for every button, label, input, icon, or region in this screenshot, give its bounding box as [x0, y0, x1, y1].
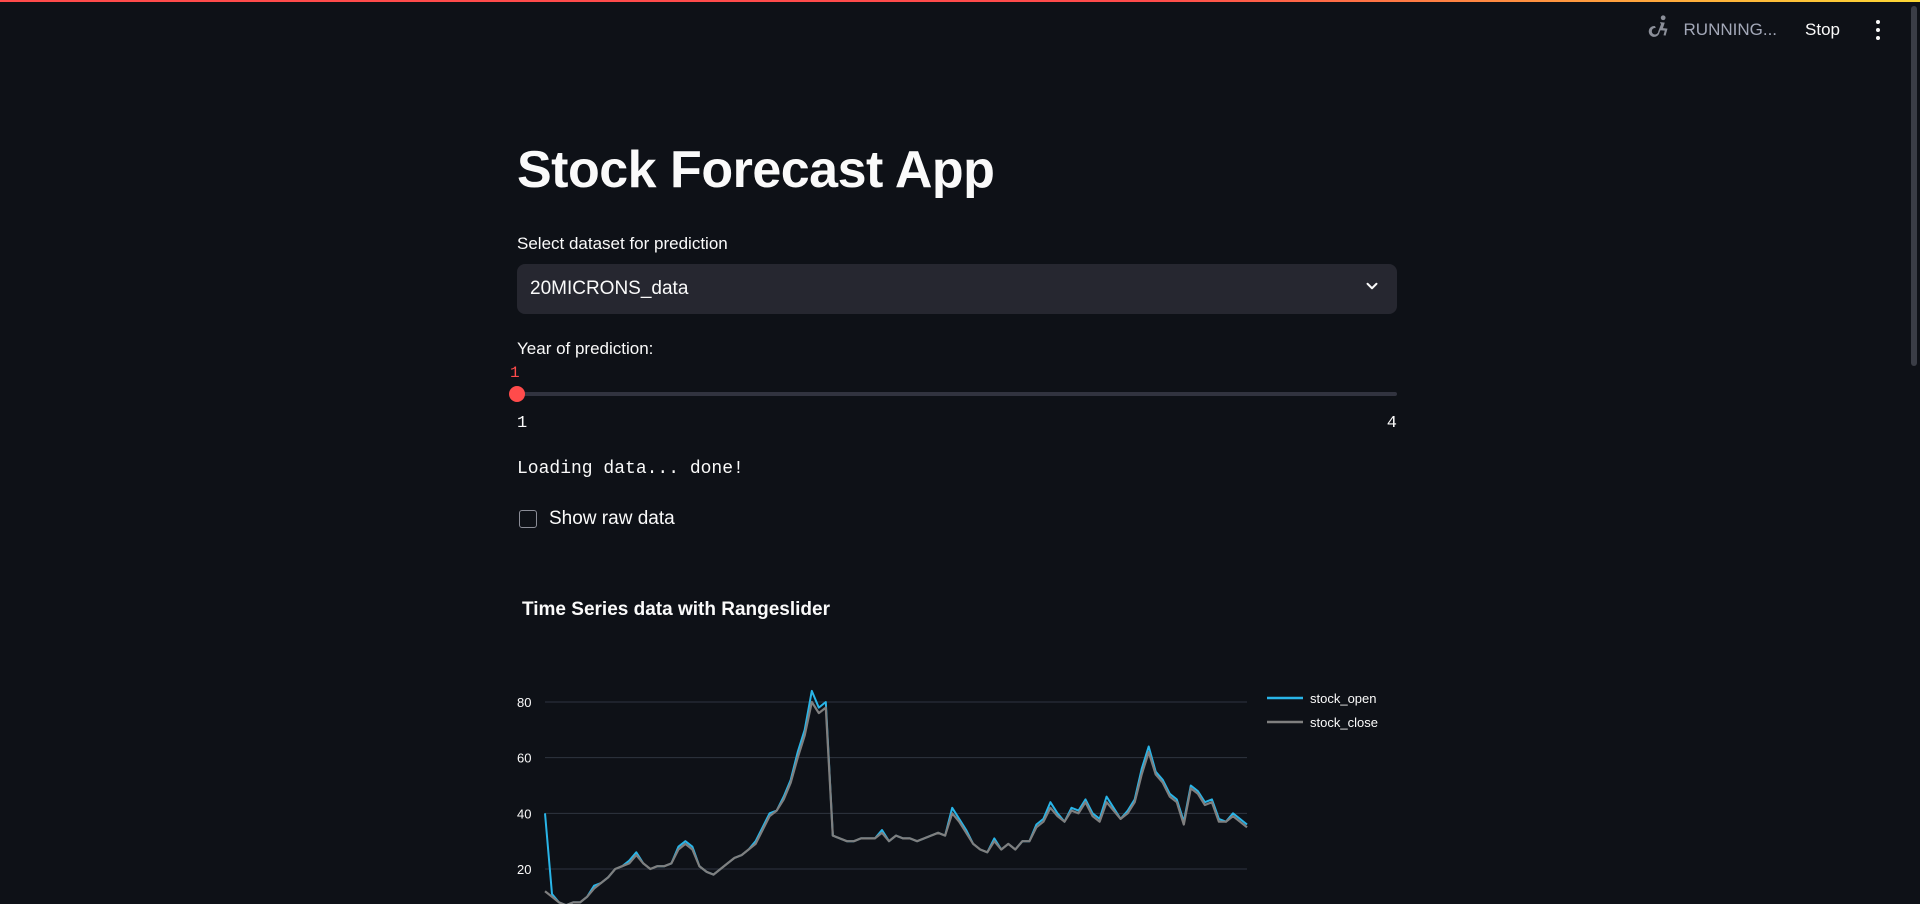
dataset-select-label: Select dataset for prediction: [517, 234, 728, 253]
running-status-text: RUNNING...: [1683, 19, 1778, 39]
app-toolbar: RUNNING... Stop: [1648, 14, 1888, 45]
scrollbar-thumb[interactable]: [1911, 6, 1917, 366]
chart-title: Time Series data with Rangeslider: [522, 599, 830, 620]
page-scrollbar[interactable]: [1908, 0, 1920, 904]
slider-current-value: 1: [510, 364, 520, 382]
series-line-stock_open[interactable]: [544, 689, 1248, 904]
status-message: Loading data... done!: [517, 459, 744, 479]
y-tick-label-20: 20: [517, 862, 531, 877]
year-slider-label: Year of prediction:: [517, 339, 654, 358]
slider-thumb[interactable]: [509, 386, 525, 402]
chevron-down-icon: [1363, 277, 1381, 301]
legend-label-stock_open[interactable]: stock_open: [1310, 691, 1377, 706]
time-series-chart[interactable]: 20 40 60 80 stock_open stock_close: [517, 660, 1397, 904]
y-tick-label-60: 60: [517, 751, 531, 766]
checkbox-box[interactable]: [519, 510, 537, 528]
running-person-icon: [1648, 14, 1674, 45]
legend-label-stock_close[interactable]: stock_close: [1310, 715, 1378, 730]
page-title: Stock Forecast App: [517, 141, 995, 199]
kebab-menu-icon[interactable]: [1868, 17, 1888, 43]
y-tick-label-80: 80: [517, 695, 531, 710]
dataset-select-value: 20MICRONS_data: [530, 278, 689, 299]
slider-track[interactable]: [517, 392, 1397, 396]
y-tick-label-40: 40: [517, 806, 531, 821]
year-slider[interactable]: 1 1 4: [509, 364, 1397, 434]
stop-button[interactable]: Stop: [1805, 19, 1840, 39]
slider-min-label: 1: [517, 414, 528, 433]
running-status: RUNNING...: [1648, 14, 1778, 45]
checkbox-label: Show raw data: [549, 508, 675, 529]
series-line-stock_close[interactable]: [544, 700, 1248, 904]
show-raw-data-checkbox[interactable]: Show raw data: [519, 508, 675, 530]
top-accent-bar: [0, 0, 1920, 2]
dataset-select[interactable]: 20MICRONS_data: [517, 264, 1397, 314]
slider-max-label: 4: [1386, 414, 1397, 433]
